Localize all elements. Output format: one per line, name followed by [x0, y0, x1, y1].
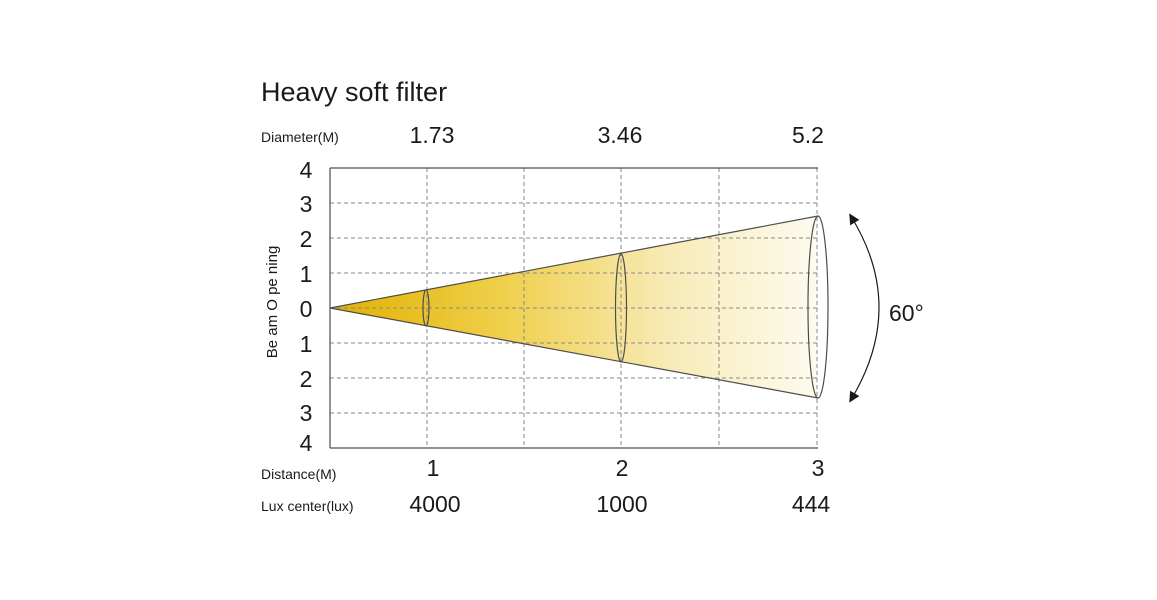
- beam-tick: 1: [300, 261, 313, 287]
- beam-section-2: [614, 253, 628, 363]
- diameter-label: Diameter(M): [261, 129, 339, 145]
- beam-tick: 4: [300, 157, 313, 183]
- beam-edge-top: [329, 215, 819, 309]
- beam-tick: 3: [300, 191, 313, 217]
- beam-tick: 2: [300, 226, 313, 252]
- beam-tick: 1: [300, 331, 313, 357]
- lux-label: Lux center(lux): [261, 498, 354, 514]
- beam-section-1: [422, 289, 430, 327]
- diagram-title: Heavy soft filter: [261, 77, 447, 107]
- grid: [330, 168, 818, 448]
- diameter-value-3: 5.2: [792, 122, 824, 148]
- diameter-value-1: 1.73: [410, 122, 455, 148]
- lux-value-3: 444: [792, 491, 831, 517]
- distance-value-1: 1: [427, 455, 440, 481]
- beam-cone: [330, 216, 818, 398]
- distance-value-3: 3: [812, 455, 825, 481]
- lux-value-2: 1000: [596, 491, 647, 517]
- distance-value-2: 2: [616, 455, 629, 481]
- beam-axis-label: Be am O pe ning: [264, 246, 281, 359]
- lux-value-1: 4000: [409, 491, 460, 517]
- beam-section-3: [807, 215, 829, 399]
- beam-tick: 2: [300, 366, 313, 392]
- beam-tick: 4: [300, 430, 313, 456]
- beam-tick: 0: [300, 296, 313, 322]
- angle-label: 60°: [889, 300, 924, 326]
- diameter-value-2: 3.46: [598, 122, 643, 148]
- beam-tick: 3: [300, 400, 313, 426]
- beam-edge-bottom: [329, 307, 819, 399]
- angle-arc-arrow: [849, 213, 880, 403]
- distance-label: Distance(M): [261, 466, 336, 482]
- beam-axis-ticks: 4 3 2 1 0 1 2 3 4: [300, 157, 313, 456]
